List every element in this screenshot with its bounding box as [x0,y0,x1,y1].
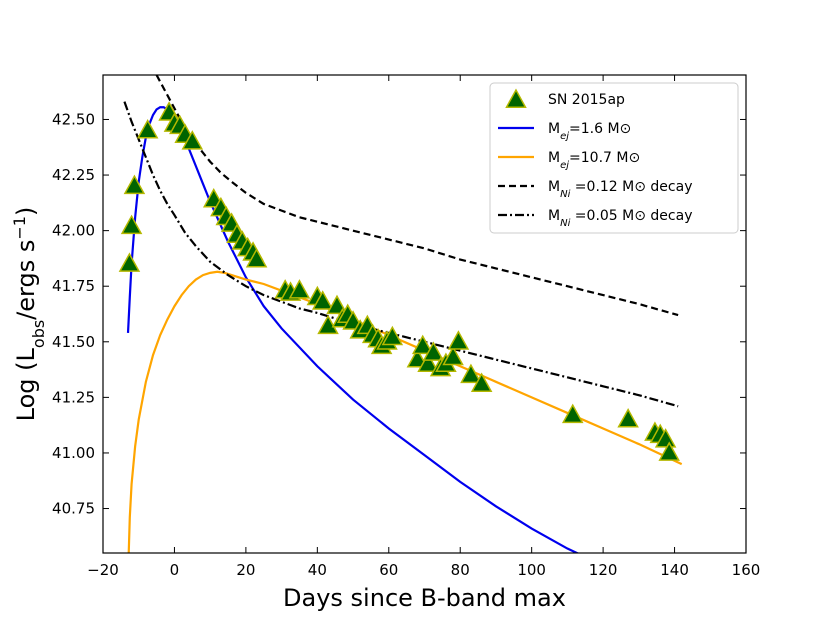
y-tick-label: 40.75 [52,500,95,518]
data-point [561,403,584,424]
data-point [411,334,434,355]
data-point [317,314,339,335]
data-point [120,214,143,235]
y-tick-label: 42.25 [52,166,95,184]
x-tick-label: 140 [660,561,689,579]
tick-labels: −20 0 20 40 60 80 100 120 140 160 40.75 41.00 41.25 4… [52,110,760,579]
legend-entry-5: MNi =0.05 M⊙ decay [498,208,692,229]
data-point [123,174,146,195]
data-point [447,330,470,350]
legend-entry-2: Mej=1.6 M⊙ [498,121,631,142]
legend-entry-4: MNi =0.12 M⊙ decay [498,179,692,200]
legend-label: MNi =0.05 M⊙ decay [548,208,692,229]
observation-points [118,101,680,461]
x-tick-label: 20 [236,561,255,579]
axis-ticks [102,75,747,553]
data-point [245,247,268,268]
data-point [617,408,639,428]
y-tick-label: 41.25 [52,388,95,406]
data-point [118,252,141,272]
y-tick-label: 41.75 [52,277,95,295]
x-tick-label: −20 [87,561,119,579]
legend-entry-3: Mej=10.7 M⊙ [498,150,640,171]
data-point [311,290,334,310]
y-tick-label: 41.50 [52,333,95,351]
x-tick-label: 40 [308,561,327,579]
y-tick-label: 42.50 [52,110,95,128]
y-axis-label: Log (Lobs/ergs s−1) [10,207,48,422]
legend-entry-1: SN 2015ap [505,88,625,108]
data-point [136,119,159,139]
data-point [422,341,445,361]
series-line-1 [126,106,580,553]
series-line-4 [123,101,679,408]
legend-marker [505,88,527,108]
data-point [470,372,493,392]
legend-label: MNi =0.12 M⊙ decay [548,179,692,200]
x-tick-label: 120 [589,561,618,579]
plot-frame [102,74,747,554]
x-tick-label: 80 [451,561,470,579]
data-point [442,345,464,366]
x-tick-label: 100 [517,561,546,579]
series-line-2 [127,270,683,553]
data-point [181,130,204,150]
x-tick-label: 0 [170,561,180,579]
y-tick-label: 41.00 [52,444,95,462]
data-point [288,279,311,299]
legend-box [489,82,739,234]
data-point [381,325,404,346]
legend-label: SN 2015ap [548,92,625,108]
x-axis-label: Days since B-band max [283,584,566,612]
legend-label: Mej=1.6 M⊙ [548,121,631,142]
x-tick-label: 160 [732,561,761,579]
y-tick-label: 42.00 [52,222,95,240]
legend-label: Mej=10.7 M⊙ [548,150,640,171]
data-point [417,352,439,372]
data-point [406,348,429,368]
data-point [658,441,680,461]
x-tick-label: 60 [379,561,398,579]
data-point [654,428,677,448]
legend: SN 2015ap Mej=1.6 M⊙ Mej=10.7 M⊙ MNi =0.12 … [489,82,739,234]
data-point [460,363,482,384]
